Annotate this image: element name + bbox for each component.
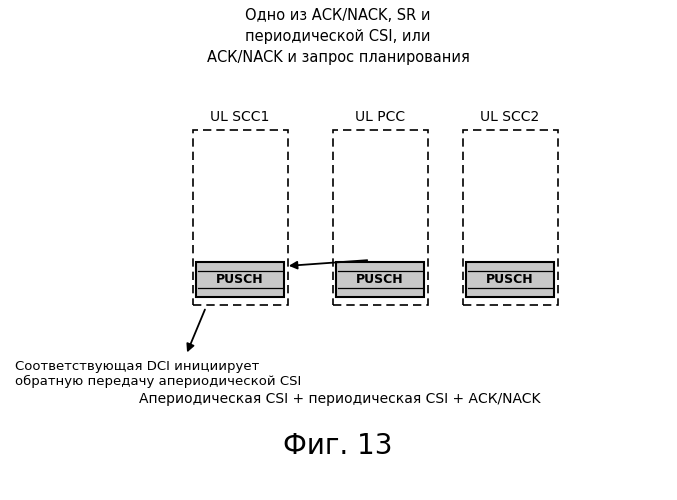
Bar (336, 262, 424, 297)
Text: UL SCC1: UL SCC1 (211, 110, 269, 124)
Bar (192, 130, 288, 305)
Text: PUSCH: PUSCH (356, 273, 403, 286)
Text: Фиг. 13: Фиг. 13 (283, 432, 393, 460)
Bar (462, 130, 557, 305)
Text: Соответствующая DCI инициирует
обратную передачу апериодической CSI: Соответствующая DCI инициирует обратную … (15, 360, 301, 388)
Bar (196, 262, 284, 297)
Text: PUSCH: PUSCH (486, 273, 533, 286)
Bar (466, 262, 554, 297)
Bar (332, 130, 427, 305)
Text: UL SCC2: UL SCC2 (481, 110, 540, 124)
Text: PUSCH: PUSCH (216, 273, 264, 286)
Text: Одно из АСК/NACK, SR и
периодической CSI, или
АСК/NACK и запрос планирования: Одно из АСК/NACK, SR и периодической CSI… (206, 8, 469, 65)
Text: UL PCC: UL PCC (355, 110, 405, 124)
Text: Апериодическая CSI + периодическая CSI + АСК/NACK: Апериодическая CSI + периодическая CSI +… (139, 392, 541, 406)
